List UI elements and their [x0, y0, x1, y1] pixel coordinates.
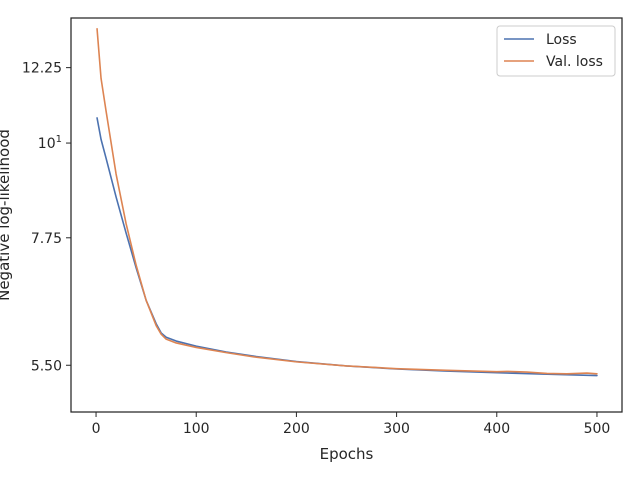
y-tick-label: 12.25: [22, 61, 62, 77]
y-tick-label: 5.50: [31, 358, 62, 374]
y-tick-label: 101: [38, 134, 62, 152]
series-line-val-loss: [96, 27, 598, 375]
x-tick-label: 0: [92, 421, 101, 437]
y-axis-label: Negative log-likelihood: [0, 129, 13, 301]
x-axis-label: Epochs: [320, 445, 374, 463]
y-axis-ticks: 5.50 7.75 101 12.25: [22, 61, 71, 374]
series-line-loss: [96, 117, 598, 377]
x-tick-label: 500: [584, 421, 611, 437]
legend-label-val-loss: Val. loss: [546, 54, 603, 70]
x-axis-ticks: 0 100 200 300 400 500: [92, 412, 611, 437]
series-lines: [96, 27, 598, 377]
legend-label-loss: Loss: [546, 32, 577, 48]
x-tick-label: 200: [283, 421, 310, 437]
y-tick-label: 7.75: [31, 231, 62, 247]
x-tick-label: 100: [183, 421, 210, 437]
legend: Loss Val. loss: [496, 25, 616, 77]
plot-frame: [70, 17, 623, 413]
x-tick-label: 400: [483, 421, 510, 437]
x-tick-label: 300: [383, 421, 410, 437]
